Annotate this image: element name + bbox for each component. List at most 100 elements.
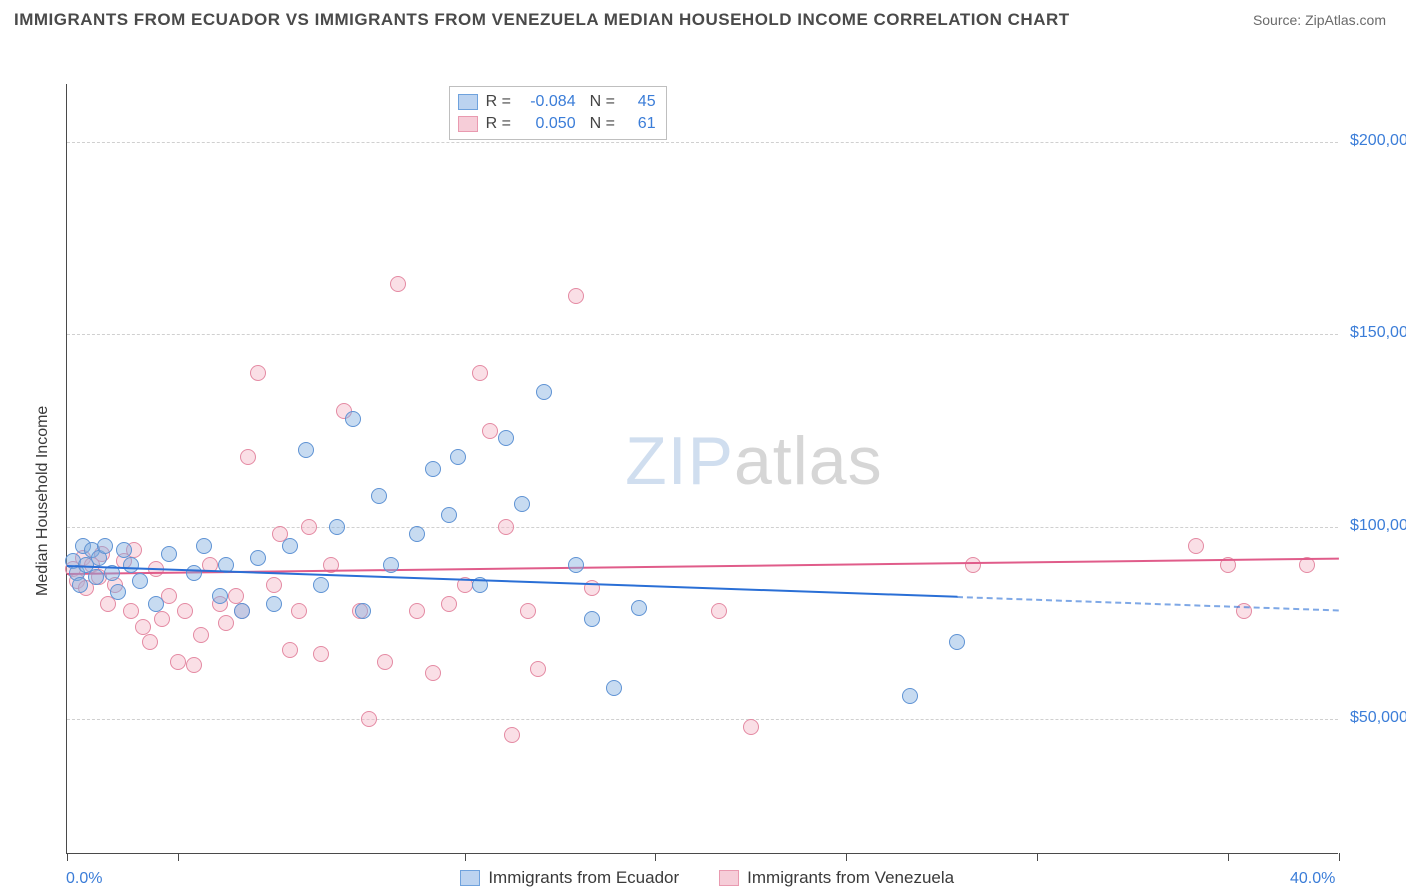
y-axis-label: Median Household Income [34, 406, 52, 596]
venezuela-point [301, 519, 317, 535]
n-label: N = [590, 113, 618, 135]
x-max-label: 40.0% [1290, 870, 1338, 888]
n-label: N = [590, 91, 618, 113]
ecuador-point [88, 569, 104, 585]
venezuela-point [250, 365, 266, 381]
ecuador-point [298, 442, 314, 458]
plot-area: ZIPatlas R = -0.084 N = 45 R = 0.050 N = 61 [66, 84, 1338, 854]
venezuela-point [1188, 538, 1204, 554]
ecuador-point [234, 603, 250, 619]
venezuela-point [218, 615, 234, 631]
ecuador-point [536, 384, 552, 400]
ecuador-point [97, 538, 113, 554]
ecuador-point [123, 557, 139, 573]
venezuela-point [240, 449, 256, 465]
ecuador-point [425, 461, 441, 477]
legend-swatch [458, 116, 478, 132]
x-tick [655, 853, 656, 861]
y-tick-label: $150,000 [1350, 324, 1406, 342]
ecuador-point [186, 565, 202, 581]
x-tick [465, 853, 466, 861]
venezuela-point [504, 727, 520, 743]
ecuador-point [441, 507, 457, 523]
gridline [67, 334, 1338, 335]
legend-row: R = 0.050 N = 61 [458, 113, 656, 135]
ecuador-trendline-dashed [957, 596, 1339, 611]
venezuela-point [154, 611, 170, 627]
venezuela-point [282, 642, 298, 658]
ecuador-point [902, 688, 918, 704]
venezuela-point [177, 603, 193, 619]
r-value: -0.084 [522, 91, 576, 113]
ecuador-point [355, 603, 371, 619]
venezuela-point [266, 577, 282, 593]
ecuador-point [212, 588, 228, 604]
ecuador-point [148, 596, 164, 612]
ecuador-point [498, 430, 514, 446]
n-value: 45 [626, 91, 656, 113]
ecuador-point [383, 557, 399, 573]
venezuela-point [123, 603, 139, 619]
r-label: R = [486, 91, 514, 113]
ecuador-point [161, 546, 177, 562]
x-tick [1228, 853, 1229, 861]
venezuela-point [568, 288, 584, 304]
x-tick [846, 853, 847, 861]
legend-label: Immigrants from Ecuador [488, 868, 679, 888]
ecuador-point [132, 573, 148, 589]
venezuela-point [170, 654, 186, 670]
ecuador-point [371, 488, 387, 504]
ecuador-point [584, 611, 600, 627]
venezuela-point [965, 557, 981, 573]
ecuador-point [450, 449, 466, 465]
venezuela-point [193, 627, 209, 643]
series-legend: Immigrants from Ecuador Immigrants from V… [460, 868, 954, 888]
source-label: Source: ZipAtlas.com [1253, 12, 1386, 28]
ecuador-point [196, 538, 212, 554]
ecuador-point [329, 519, 345, 535]
ecuador-point [514, 496, 530, 512]
venezuela-point [390, 276, 406, 292]
correlation-legend: R = -0.084 N = 45 R = 0.050 N = 61 [449, 86, 667, 140]
legend-swatch [719, 870, 739, 886]
legend-swatch [458, 94, 478, 110]
venezuela-point [530, 661, 546, 677]
legend-row: R = -0.084 N = 45 [458, 91, 656, 113]
watermark-atlas: atlas [734, 423, 883, 499]
r-value: 0.050 [522, 113, 576, 135]
ecuador-point [266, 596, 282, 612]
chart-title: IMMIGRANTS FROM ECUADOR VS IMMIGRANTS FR… [14, 10, 1070, 30]
venezuela-point [186, 657, 202, 673]
legend-item: Immigrants from Venezuela [719, 868, 954, 888]
ecuador-point [568, 557, 584, 573]
venezuela-point [472, 365, 488, 381]
venezuela-point [743, 719, 759, 735]
y-tick-label: $100,000 [1350, 517, 1406, 535]
gridline [67, 719, 1338, 720]
legend-label: Immigrants from Venezuela [747, 868, 954, 888]
ecuador-point [949, 634, 965, 650]
venezuela-point [377, 654, 393, 670]
gridline [67, 142, 1338, 143]
venezuela-point [228, 588, 244, 604]
legend-swatch [460, 870, 480, 886]
legend-item: Immigrants from Ecuador [460, 868, 679, 888]
r-label: R = [486, 113, 514, 135]
venezuela-point [135, 619, 151, 635]
watermark-zip: ZIP [625, 423, 734, 499]
ecuador-point [72, 577, 88, 593]
venezuela-point [520, 603, 536, 619]
ecuador-point [250, 550, 266, 566]
y-tick-label: $50,000 [1350, 709, 1406, 727]
ecuador-point [110, 584, 126, 600]
x-tick [67, 853, 68, 861]
ecuador-trendline [67, 565, 957, 598]
ecuador-point [631, 600, 647, 616]
x-tick [1339, 853, 1340, 861]
venezuela-point [482, 423, 498, 439]
n-value: 61 [626, 113, 656, 135]
ecuador-point [606, 680, 622, 696]
venezuela-point [409, 603, 425, 619]
ecuador-point [409, 526, 425, 542]
ecuador-point [116, 542, 132, 558]
